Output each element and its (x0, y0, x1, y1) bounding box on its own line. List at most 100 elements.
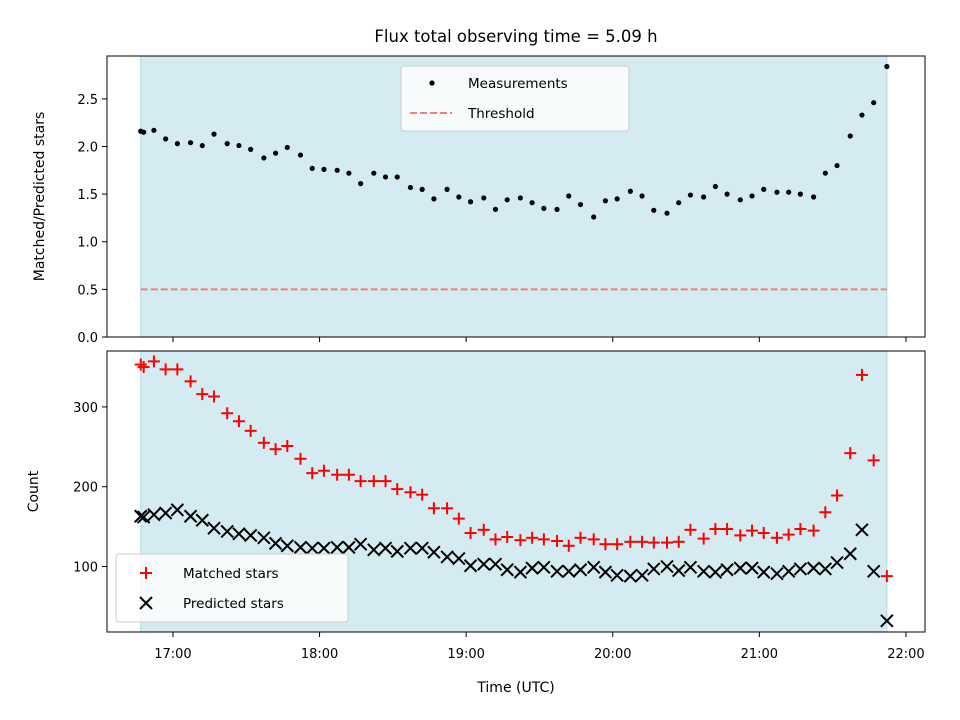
matched-star-point (867, 454, 880, 467)
predicted-star-point (367, 543, 381, 557)
matched-star-point (721, 523, 734, 536)
matched-star-point (551, 534, 564, 547)
predicted-star-point (818, 562, 833, 576)
measurement-point (541, 205, 547, 212)
measurement-point (284, 144, 290, 151)
top-plot-frame (106, 55, 926, 338)
bottom-axis-ticks: 100 200 300 17:00 18:00 19:00 20:00 21:00 22:00 (73, 401, 925, 662)
top-measurement-points (138, 63, 890, 220)
bottom-legend-box (115, 553, 349, 623)
measurement-point (174, 141, 180, 147)
top-legend: Measurements Threshold (400, 65, 630, 132)
predicted-star-point (452, 551, 466, 566)
matched-star-point (317, 464, 330, 477)
predicted-star-point (843, 547, 857, 561)
matched-star-point (647, 536, 660, 549)
predicted-star-point (463, 559, 478, 573)
measurement-point (701, 194, 707, 200)
matched-star-point (526, 531, 539, 544)
measurement-point (187, 140, 194, 146)
predicted-star-point (660, 559, 674, 574)
predicted-star-point (183, 509, 198, 523)
predicted-star-point (793, 562, 808, 576)
measurement-point (358, 181, 364, 187)
bottom-y-tick-label: 200 (73, 481, 98, 496)
measurement-point (627, 188, 633, 194)
predicted-star-point (488, 557, 503, 571)
matched-star-point (477, 523, 490, 536)
measurement-point (591, 214, 597, 220)
measurement-point (224, 141, 230, 147)
predicted-star-point (280, 539, 295, 553)
matched-star-point (354, 475, 367, 488)
predicted-star-point (598, 565, 613, 579)
matched-star-point (746, 524, 759, 537)
matched-star-point (232, 415, 245, 428)
matched-star-point (208, 390, 221, 403)
x-tick-label: 19:00 (447, 647, 484, 662)
predicted-star-point (136, 510, 151, 524)
measurement-point (444, 186, 450, 192)
measurement-point (517, 195, 523, 201)
measurement-point (737, 197, 743, 203)
measurement-point (309, 165, 315, 171)
predicted-star-point (158, 506, 173, 520)
matched-star-point (391, 483, 404, 496)
measurement-point (687, 192, 694, 198)
measurement-point (676, 200, 682, 206)
bottom-y-axis-label: Count (26, 470, 42, 512)
matched-star-point (379, 475, 392, 488)
bottom-y-tick-label: 300 (73, 401, 98, 416)
measurement-point (297, 152, 304, 158)
matched-star-point (562, 539, 575, 552)
x-tick-label: 17:00 (154, 647, 191, 662)
measurement-point (797, 191, 803, 197)
matched-star-point (587, 533, 600, 546)
matched-star-point (624, 535, 637, 548)
matched-star-point (452, 512, 465, 525)
matched-star-point (757, 527, 770, 540)
measurement-point (577, 201, 584, 208)
top-y-tick-label: 0.5 (77, 283, 98, 298)
predicted-star-point (562, 564, 576, 579)
predicted-star-point (268, 536, 283, 551)
matched-star-point (331, 468, 344, 481)
measurement-point (382, 174, 389, 180)
matched-star-point (672, 535, 685, 548)
matched-star-point (137, 360, 150, 373)
matched-star-point (782, 528, 795, 541)
matched-star-point (709, 523, 722, 536)
measurement-point (456, 194, 462, 200)
matched-star-point (367, 475, 380, 488)
predicted-star-point (537, 560, 551, 575)
top-y-tick-label: 1.0 (77, 236, 98, 251)
matched-star-point (416, 488, 429, 501)
matched-star-point (134, 358, 147, 371)
top-legend-box (400, 65, 630, 132)
measurement-point (394, 174, 400, 180)
predicted-star-point (806, 561, 821, 575)
predicted-star-point (170, 503, 185, 517)
top-panel: 0.0 0.5 1.0 1.5 2.0 2.5 Matched/Predicted sta… (32, 55, 926, 346)
measurement-point (141, 129, 147, 135)
predicted-star-point (477, 557, 491, 571)
measurement-point (712, 183, 718, 190)
measurement-point (481, 195, 487, 201)
predicted-star-point (720, 563, 734, 577)
measurement-point (761, 186, 767, 192)
predicted-star-point (830, 555, 844, 570)
matched-star-point (244, 424, 257, 437)
matched-star-point (807, 524, 820, 537)
measurement-point (163, 136, 169, 142)
predicted-star-point (696, 564, 711, 579)
measurement-point (211, 131, 217, 137)
x-axis-label: Time (UTC) (476, 680, 554, 696)
predicted-star-point (378, 541, 393, 555)
bottom-y-tick-label: 100 (73, 561, 98, 576)
measurement-point (664, 210, 670, 216)
measurement-point (786, 189, 792, 195)
measurement-point (467, 199, 474, 205)
predicted-star-point (330, 540, 344, 555)
